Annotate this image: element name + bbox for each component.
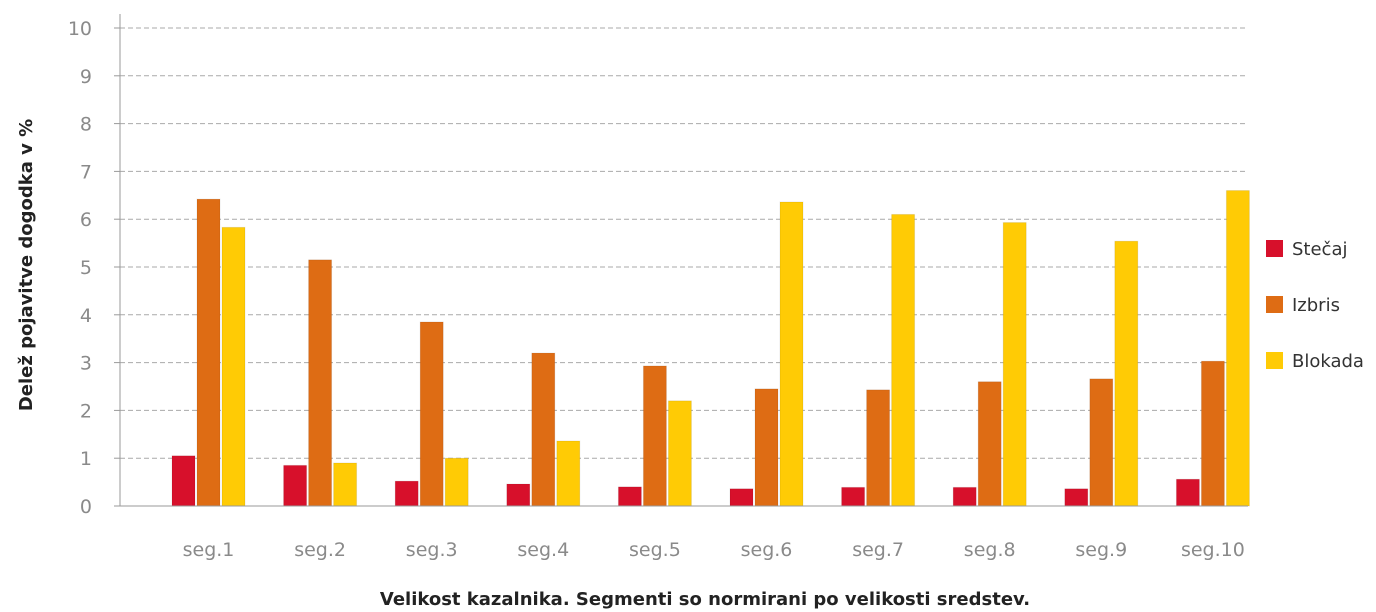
y-tick-label: 10 bbox=[68, 18, 92, 40]
x-tick-label: seg.10 bbox=[1181, 539, 1245, 561]
x-tick-label: seg.9 bbox=[1075, 539, 1127, 561]
bar-steaj-7 bbox=[841, 486, 866, 507]
bar-izbris-3 bbox=[419, 321, 444, 507]
bar-steaj-9 bbox=[1064, 488, 1089, 507]
bar-izbris-5 bbox=[642, 365, 667, 507]
bar-blokada-10 bbox=[1225, 190, 1250, 507]
y-tick-label: 4 bbox=[80, 305, 92, 327]
bar-izbris-9 bbox=[1089, 378, 1114, 507]
y-tick-label: 5 bbox=[80, 257, 92, 279]
bar-steaj-5 bbox=[617, 486, 642, 507]
x-tick-label: seg.2 bbox=[294, 539, 346, 561]
y-tick-label: 7 bbox=[80, 161, 92, 183]
legend-swatch bbox=[1266, 352, 1283, 369]
bar-steaj-10 bbox=[1175, 478, 1200, 507]
bar-blokada-3 bbox=[444, 457, 469, 507]
x-tick-label: seg.5 bbox=[629, 539, 681, 561]
x-axis-title: Velikost kazalnika. Segmenti so normiran… bbox=[380, 589, 1030, 610]
bar-izbris-8 bbox=[977, 381, 1002, 507]
legend-label: Izbris bbox=[1292, 295, 1340, 316]
bar-steaj-4 bbox=[506, 483, 531, 507]
bar-izbris-2 bbox=[308, 259, 333, 507]
x-tick-label: seg.1 bbox=[183, 539, 235, 561]
bar-izbris-7 bbox=[866, 389, 891, 507]
bar-blokada-5 bbox=[667, 400, 692, 507]
legend: Stečaj Izbris Blokada bbox=[1266, 239, 1364, 372]
x-axis-labels: seg.1 seg.2 seg.3 seg.4 seg.5 seg.6 seg.7 seg.8… bbox=[183, 539, 1245, 561]
bar-izbris-6 bbox=[754, 388, 779, 507]
bar-izbris-1 bbox=[196, 198, 221, 507]
x-tick-label: seg.7 bbox=[852, 539, 904, 561]
x-tick-label: seg.6 bbox=[741, 539, 793, 561]
bar-steaj-2 bbox=[283, 464, 308, 507]
bar-steaj-1 bbox=[171, 455, 196, 507]
bar-blokada-8 bbox=[1002, 222, 1027, 507]
x-tick-label: seg.4 bbox=[517, 539, 569, 561]
bar-blokada-2 bbox=[333, 462, 358, 507]
bar-blokada-1 bbox=[221, 226, 246, 507]
y-tick-label: 3 bbox=[80, 353, 92, 375]
bar-blokada-9 bbox=[1114, 240, 1139, 507]
legend-label: Stečaj bbox=[1292, 239, 1348, 260]
legend-swatch bbox=[1266, 296, 1283, 313]
bar-steaj-8 bbox=[952, 486, 977, 507]
y-tick-label: 6 bbox=[80, 209, 92, 231]
bar-steaj-6 bbox=[729, 488, 754, 507]
bar-blokada-4 bbox=[556, 440, 581, 507]
grid-lines bbox=[120, 27, 1248, 459]
legend-label: Blokada bbox=[1292, 351, 1364, 372]
legend-swatch bbox=[1266, 240, 1283, 257]
bar-blokada-7 bbox=[891, 213, 916, 507]
bar-blokada-6 bbox=[779, 201, 804, 507]
bar-steaj-3 bbox=[394, 480, 419, 507]
bars bbox=[171, 190, 1250, 507]
bar-izbris-4 bbox=[531, 352, 556, 507]
bar-izbris-10 bbox=[1200, 360, 1225, 507]
y-axis-title: Delež pojavitve dogodka v % bbox=[16, 119, 37, 411]
y-tick-label: 9 bbox=[80, 66, 92, 88]
y-tick-label: 1 bbox=[80, 448, 92, 470]
x-tick-label: seg.3 bbox=[406, 539, 458, 561]
x-tick-label: seg.8 bbox=[964, 539, 1016, 561]
y-axis-ticks: 0 1 2 3 4 5 6 7 8 9 10 bbox=[68, 18, 120, 518]
y-tick-label: 0 bbox=[80, 496, 92, 518]
y-tick-label: 2 bbox=[80, 400, 92, 422]
y-tick-label: 8 bbox=[80, 114, 92, 136]
